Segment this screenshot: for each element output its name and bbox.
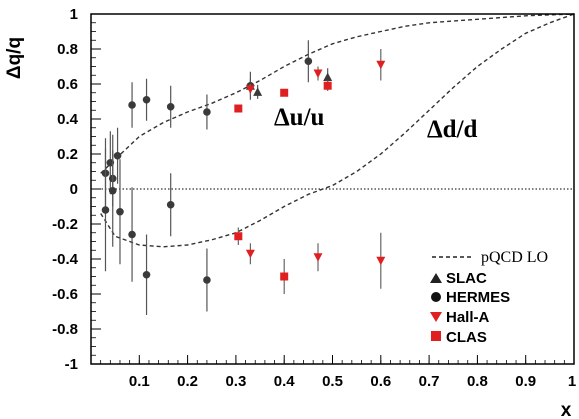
point-hermes-6 [166,102,175,111]
y-tick-label-9: -0.8 [52,321,78,338]
annotation-dd-over-d: Δd/d [427,116,478,143]
point-hermes-4 [128,101,136,109]
point-hermes-15 [166,200,175,209]
point-clas-3 [234,232,243,241]
point-hall-a-3 [245,249,255,259]
x-tick-label-8: 0.9 [515,373,536,390]
x-tick-label-6: 0.7 [419,373,440,390]
point-hermes-14 [142,270,151,279]
x-tick-label-0: 0.1 [129,373,150,390]
y-tick-label-3: 0.4 [57,111,79,128]
point-hermes-11 [108,186,117,195]
point-clas-0 [234,104,243,113]
legend-label-clas: CLAS [446,329,487,346]
y-tick-label-4: 0.2 [57,146,78,163]
curve-0 [100,13,575,174]
point-hermes-3 [113,151,122,160]
point-hermes-7 [203,108,211,116]
point-hall-a-5 [376,256,386,266]
point-clas-2 [323,81,332,90]
curve-1 [100,13,575,248]
point-hermes-12 [116,207,124,216]
annotation-du-over-u: Δu/u [274,104,325,131]
y-tick-label-10: -1 [65,356,78,373]
point-slac-2 [323,72,333,81]
legend-label-hermes: HERMES [446,289,510,306]
legend-label-halla: Hall-A [446,309,490,326]
point-clas-4 [280,272,289,281]
point-hermes-9 [304,57,313,66]
x-axis-title: x [561,400,572,419]
marker-layer [101,40,386,315]
y-tick-label-1: 0.8 [57,41,78,58]
point-hall-a-0 [245,85,255,94]
legend-marker-clas [431,331,441,341]
x-tick-label-4: 0.5 [322,373,343,390]
x-tick-label-3: 0.4 [274,373,296,390]
point-clas-1 [280,88,289,97]
x-tick-label-5: 0.6 [370,373,391,390]
legend-label-pqcd: pQCD LO [481,249,548,266]
y-tick-label-5: 0 [70,181,78,198]
y-tick-label-2: 0.6 [57,76,78,93]
point-hall-a-4 [313,253,323,262]
y-axis-title: Δq/q [4,37,25,79]
x-tick-label-2: 0.3 [225,373,246,390]
point-hall-a-1 [313,69,323,78]
tick-layer: 0.1 0.2 0.3 0.4 0.5 0.6 0.7 0.8 0.9 1 1 0.8 0.6 0.4 0.… [52,6,576,390]
point-slac-1 [253,87,263,96]
y-tick-label-8: -0.6 [52,286,78,303]
point-hermes-5 [142,95,151,104]
point-hermes-16 [203,276,211,284]
point-hermes-10 [101,206,110,214]
curve-layer [91,13,575,248]
x-tick-label-9: 1 [568,373,576,390]
point-hall-a-2 [376,60,386,70]
y-tick-label-0: 1 [70,6,78,23]
legend: pQCD LO SLAC HERMES Hall-A CLAS [430,249,548,346]
legend-marker-halla [430,312,442,322]
legend-marker-slac [430,273,442,283]
legend-label-slac: SLAC [446,270,487,287]
y-tick-label-6: -0.2 [52,216,78,233]
legend-marker-hermes [431,292,441,302]
y-tick-label-7: -0.4 [52,251,79,268]
x-tick-label-1: 0.2 [177,373,198,390]
point-hermes-13 [128,230,136,239]
x-tick-label-7: 0.8 [467,373,488,390]
